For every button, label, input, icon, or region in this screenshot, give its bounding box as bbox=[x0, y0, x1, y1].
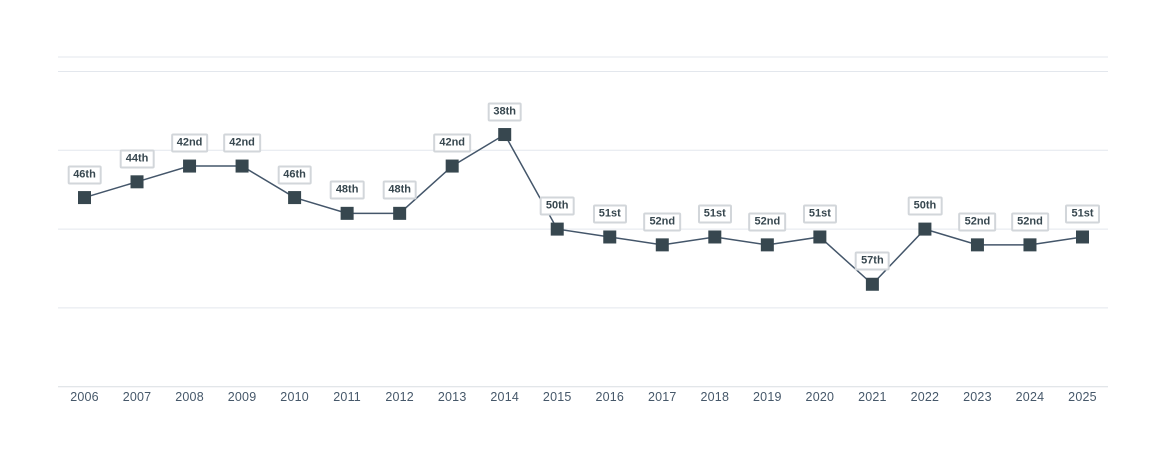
data-point-marker-2019[interactable] bbox=[760, 238, 774, 252]
data-point-marker-2020[interactable] bbox=[813, 230, 827, 244]
data-point-marker-2010[interactable] bbox=[288, 191, 302, 205]
series-line bbox=[84, 133, 1083, 286]
data-point-marker-2021[interactable] bbox=[865, 277, 879, 291]
data-point-marker-2009[interactable] bbox=[235, 159, 249, 173]
data-point-marker-2025[interactable] bbox=[1075, 230, 1089, 244]
data-point-marker-2014[interactable] bbox=[498, 128, 512, 142]
data-point-marker-2024[interactable] bbox=[1023, 238, 1037, 252]
data-point-marker-2022[interactable] bbox=[918, 222, 932, 236]
data-point-marker-2012[interactable] bbox=[393, 206, 407, 220]
data-point-marker-2007[interactable] bbox=[130, 175, 144, 189]
data-point-marker-2023[interactable] bbox=[970, 238, 984, 252]
data-point-marker-2015[interactable] bbox=[550, 222, 564, 236]
data-point-marker-2016[interactable] bbox=[603, 230, 617, 244]
data-point-marker-2006[interactable] bbox=[78, 191, 91, 205]
data-point-marker-2013[interactable] bbox=[445, 159, 459, 173]
data-point-marker-2017[interactable] bbox=[655, 238, 669, 252]
data-point-marker-2011[interactable] bbox=[340, 206, 354, 220]
data-point-marker-2008[interactable] bbox=[183, 159, 197, 173]
data-point-marker-2018[interactable] bbox=[708, 230, 722, 244]
